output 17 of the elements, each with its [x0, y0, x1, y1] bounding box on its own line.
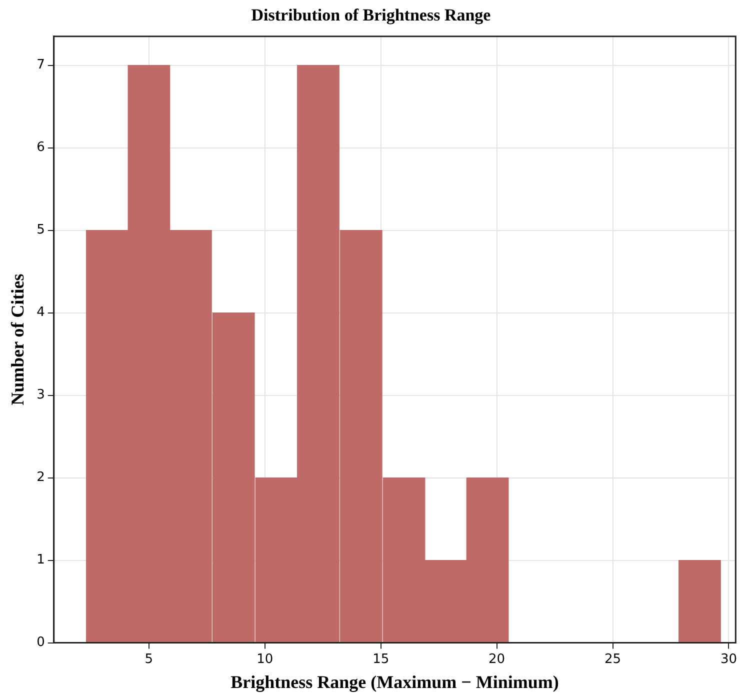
y-tick-label: 6 [36, 140, 45, 156]
chart-title: Distribution of Brightness Range [251, 6, 492, 25]
y-tick-label: 0 [36, 635, 45, 650]
y-tick-label: 1 [36, 552, 45, 568]
x-tick-label: 15 [372, 652, 390, 667]
x-tick-label: 30 [720, 652, 737, 667]
y-tick-label: 7 [36, 58, 45, 73]
y-tick-label: 5 [36, 222, 45, 238]
x-tick-label: 5 [144, 652, 154, 667]
y-tick-label: 3 [36, 388, 45, 403]
y-tick-label: 4 [36, 305, 45, 320]
y-tick-label: 2 [36, 470, 45, 486]
x-axis-title: Brightness Range (Maximum − Minimum) [230, 672, 559, 692]
x-tick-label: 25 [604, 652, 622, 667]
y-axis-title: Number of Cities [7, 274, 28, 406]
x-tick-label: 10 [256, 652, 274, 667]
x-tick-label: 20 [488, 652, 506, 667]
